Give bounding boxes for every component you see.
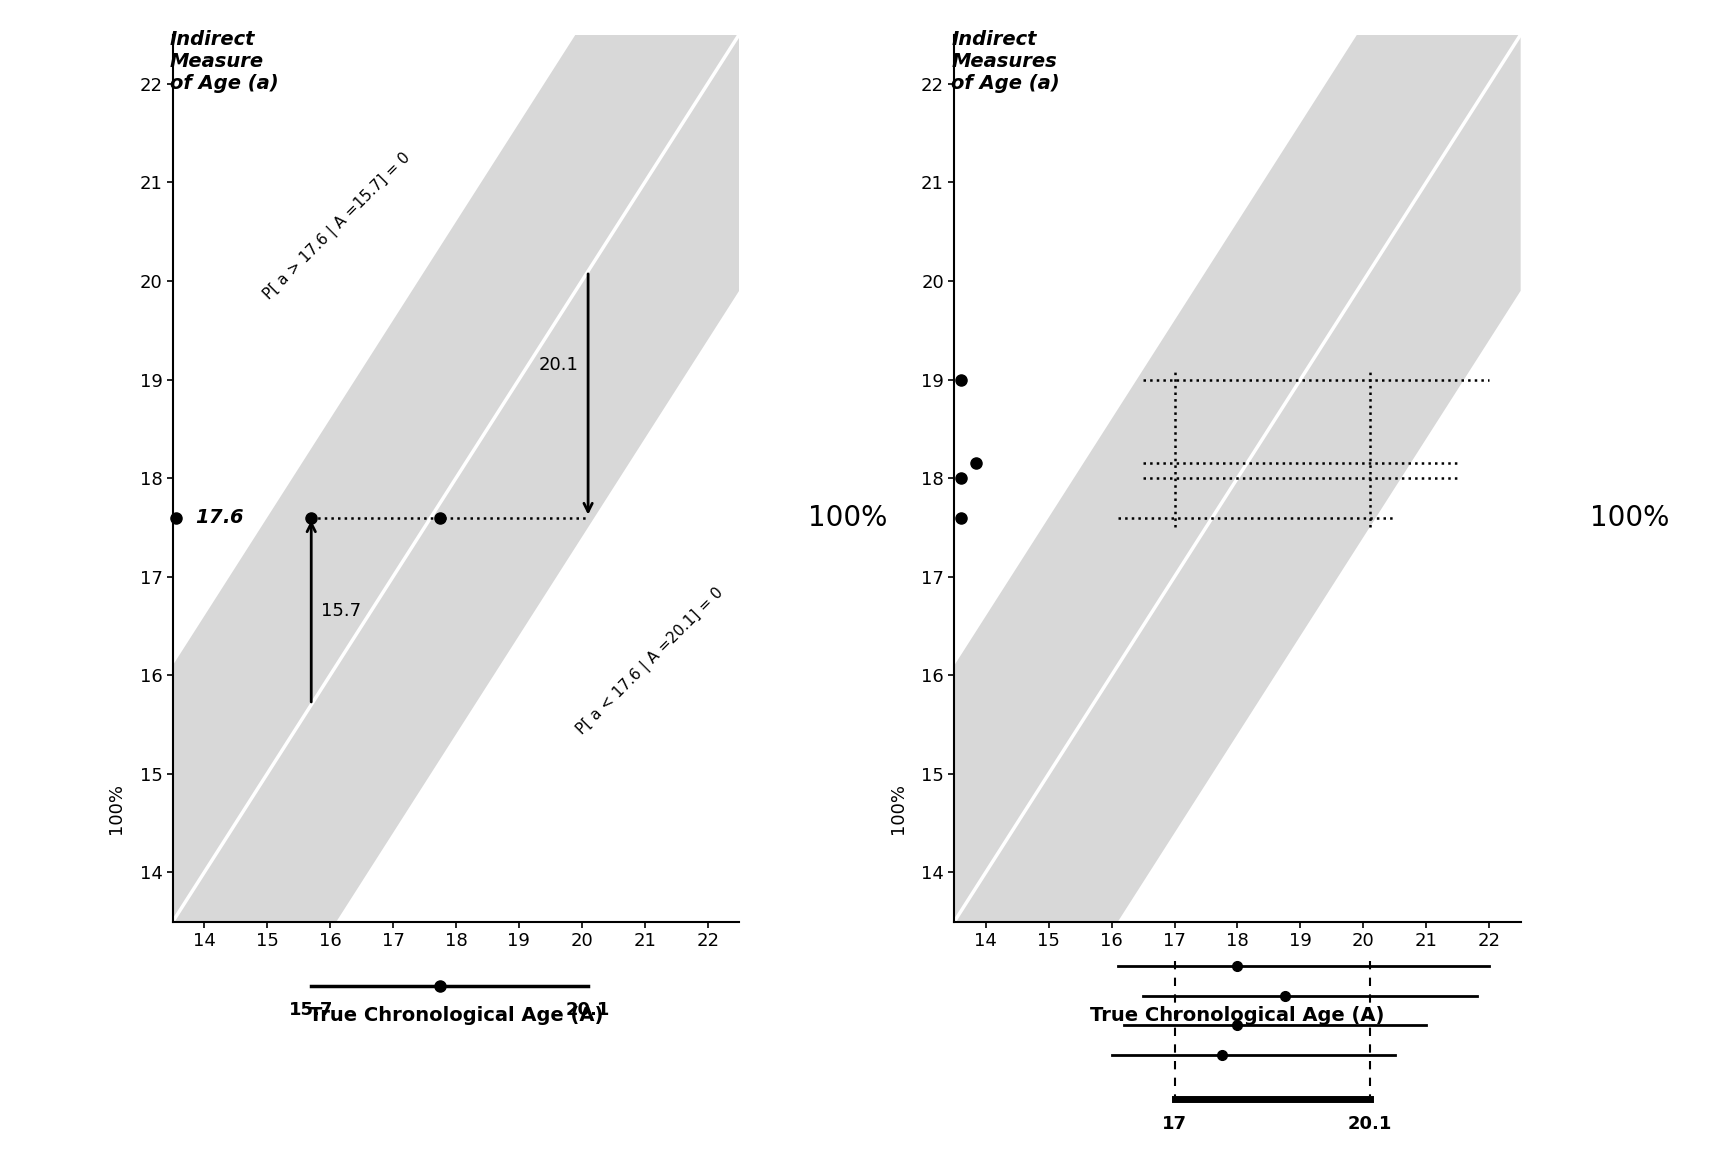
Text: 100%: 100%: [107, 782, 124, 834]
Text: 20.1: 20.1: [565, 1001, 610, 1020]
Text: 100%: 100%: [888, 782, 907, 834]
Text: 100%: 100%: [809, 503, 888, 531]
Text: 100%: 100%: [1590, 503, 1669, 531]
Text: P[ a > 17.6 | A =15.7] = 0: P[ a > 17.6 | A =15.7] = 0: [261, 150, 413, 303]
Text: 15.7: 15.7: [289, 1001, 334, 1020]
Text: 17: 17: [1161, 1115, 1187, 1132]
Text: P[ a < 17.6 | A =20.1] = 0: P[ a < 17.6 | A =20.1] = 0: [574, 584, 727, 737]
Text: 20.1: 20.1: [1348, 1115, 1391, 1132]
X-axis label: True Chronological Age (A): True Chronological Age (A): [1090, 1006, 1384, 1024]
Text: 15.7: 15.7: [321, 602, 361, 620]
Text: Indirect
Measure
of Age (a): Indirect Measure of Age (a): [169, 30, 278, 92]
Text: 20.1: 20.1: [539, 356, 579, 373]
X-axis label: True Chronological Age (A): True Chronological Age (A): [309, 1006, 603, 1024]
Text: $\bfit{17.6}$: $\bfit{17.6}$: [195, 508, 244, 526]
Text: Indirect
Measures
of Age (a): Indirect Measures of Age (a): [950, 30, 1059, 92]
